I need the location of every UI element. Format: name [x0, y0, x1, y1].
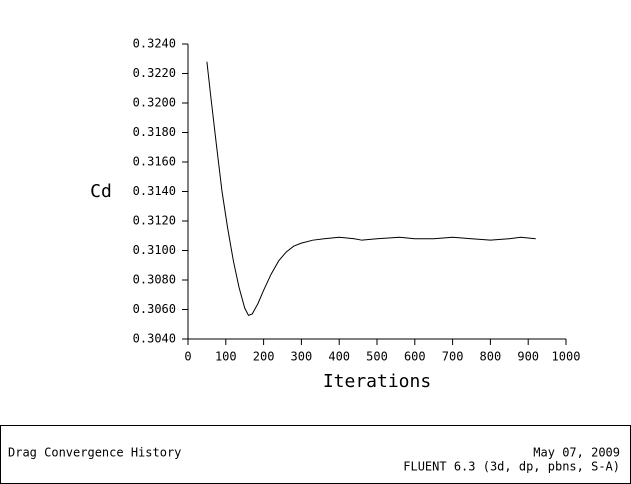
y-tick-label: 0.3120	[133, 214, 176, 228]
x-tick-label: 1000	[552, 350, 581, 364]
x-tick-label: 300	[291, 350, 313, 364]
x-tick-label: 700	[442, 350, 464, 364]
data-line	[206, 61, 536, 317]
y-tick-label: 0.3080	[133, 273, 176, 287]
y-tick-label: 0.3180	[133, 125, 176, 139]
y-tick-label: 0.3200	[133, 96, 176, 110]
x-axis-label: Iterations	[323, 371, 431, 392]
y-tick-label: 0.3140	[133, 184, 176, 198]
footer-solver: FLUENT 6.3 (3d, dp, pbns, S-A)	[403, 460, 620, 474]
x-tick-label: 100	[215, 350, 237, 364]
x-tick-label: 0	[184, 350, 191, 364]
x-tick-label: 900	[517, 350, 539, 364]
y-tick-label: 0.3220	[133, 66, 176, 80]
y-tick-label: 0.3100	[133, 243, 176, 257]
x-tick-label: 400	[328, 350, 350, 364]
footer-title: Drag Convergence History	[8, 446, 181, 460]
x-tick-label: 600	[404, 350, 426, 364]
y-tick-label: 0.3240	[133, 37, 176, 51]
footer-date: May 07, 2009	[533, 446, 620, 460]
y-tick-label: 0.3160	[133, 155, 176, 169]
x-tick-label: 200	[253, 350, 275, 364]
y-tick-label: 0.3060	[133, 302, 176, 316]
x-tick-label: 800	[480, 350, 502, 364]
x-tick-label: 500	[366, 350, 388, 364]
y-axis-label: Cd	[90, 181, 112, 202]
y-tick-label: 0.3040	[133, 332, 176, 346]
